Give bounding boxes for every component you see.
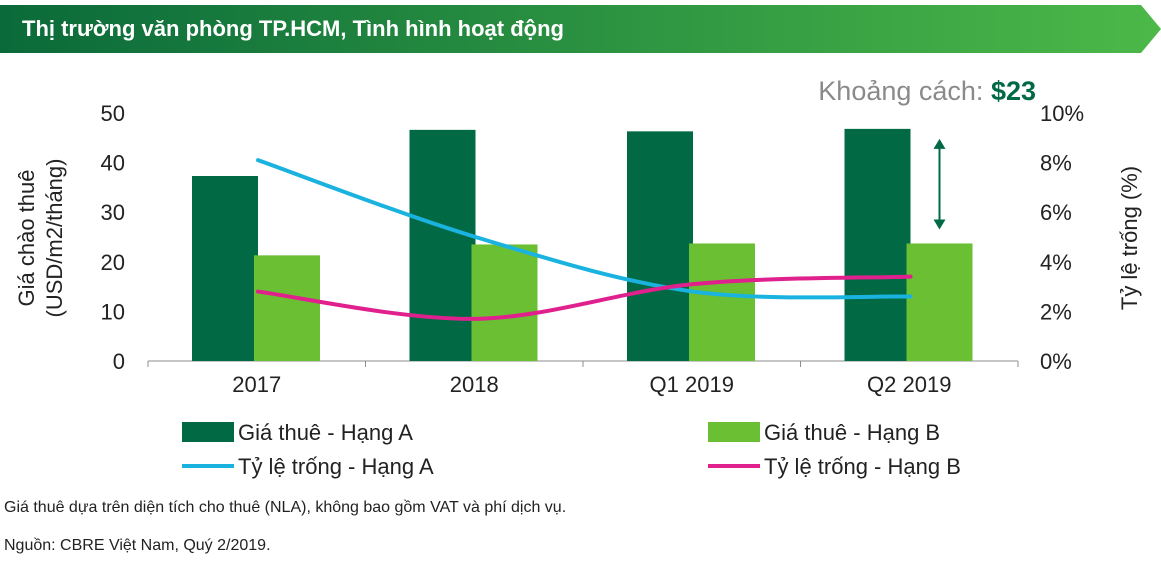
y-tick-label: 20 [101,250,125,275]
y2-tick-label: 6% [1040,200,1072,225]
legend-swatch [182,422,234,442]
footnote-source: Nguồn: CBRE Việt Nam, Quý 2/2019. [4,537,271,554]
y-tick-label: 30 [101,200,125,225]
series-line [256,274,913,321]
header-banner: Thị trường văn phòng TP.HCM, Tình hình h… [0,5,1161,53]
gap-arrow-head-bottom [933,219,946,230]
y2-tick-label: 8% [1040,151,1072,176]
bar [844,128,911,361]
bar [471,244,538,361]
bar [627,131,693,361]
bar [192,175,258,361]
y2-axis-title: Tỷ lệ trống (%) [1117,166,1142,310]
footnote-note: Giá thuê dựa trên diện tích cho thuê (NL… [4,499,567,516]
y-axis-title-line: Giá chào thuê [14,170,39,307]
x-tick-label: 2018 [450,372,499,397]
bar [254,255,320,361]
plot-area: 0 10 20 30 40 50 0% 2% 4% 6% 8% 10% Giá chào thuê (US… [14,76,1142,479]
legend-label: Tỷ lệ trống - Hạng B [764,454,961,479]
y2-tick-label: 10% [1040,101,1084,126]
legend-swatch [708,422,760,442]
x-tick-label: Q2 2019 [867,372,951,397]
x-tick-label: Q1 2019 [650,372,734,397]
legend-label: Tỷ lệ trống - Hạng A [238,454,434,479]
gap-annotation: Khoảng cách: $23 [818,76,1036,106]
y-axis-title-line: (USD/m2/tháng) [42,159,67,318]
y-tick-label: 50 [101,101,125,126]
legend-label: Giá thuê - Hạng B [764,420,940,445]
header-banner-background [0,5,1161,53]
gap-annotation-label: Khoảng cách: [818,76,991,106]
y-axis-title: Giá chào thuê (USD/m2/tháng) [14,159,67,318]
y-tick-label: 10 [101,299,125,324]
y-tick-label: 40 [101,151,125,176]
y2-tick-label: 4% [1040,250,1072,275]
y-tick-label: 0 [113,349,125,374]
bar [409,129,476,361]
x-tick-label: 2017 [232,372,281,397]
legend-label: Giá thuê - Hạng A [238,420,413,445]
y2-tick-label: 2% [1040,299,1072,324]
gap-arrow-head-top [933,138,946,149]
page-title: Thị trường văn phòng TP.HCM, Tình hình h… [22,16,564,41]
bar [906,243,973,361]
gap-annotation-value: $23 [991,76,1036,106]
series-line [256,158,913,300]
bar [689,243,755,361]
y2-tick-label: 0% [1040,349,1072,374]
